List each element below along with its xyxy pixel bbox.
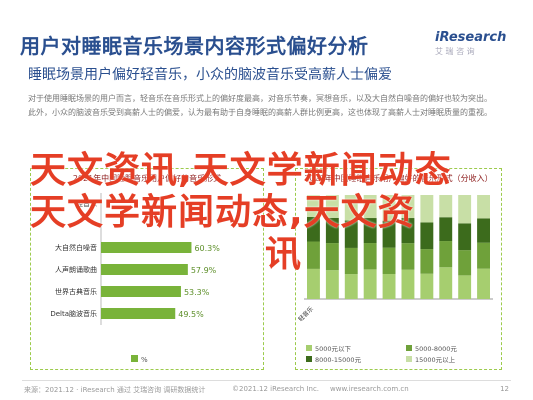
right-stack-segment (344, 274, 358, 299)
right-stack-segment (307, 241, 320, 269)
right-legend-label: 5000-8000元 (415, 345, 457, 353)
right-stack-segment (439, 195, 453, 218)
right-stack-segment (420, 249, 434, 274)
left-category-label: 人声朗诵歌曲 (55, 265, 97, 274)
right-stack-segment (363, 269, 377, 299)
right-chart-title: 2021年中国睡眠音乐用户偏好的音乐形式（分收入） (304, 174, 493, 183)
right-stack-segment (363, 195, 377, 219)
footer-divider (22, 380, 511, 381)
left-category-label: 大自然白噪音 (55, 243, 97, 252)
page-title: 用户对睡眠音乐场景内容形式偏好分析 (20, 34, 369, 58)
right-stack-segment (439, 267, 453, 299)
watermark-text: 天文资讯,天文学新闻动态 天文学新闻动态,天文资 讯 (30, 150, 510, 276)
right-stack-segment (344, 195, 358, 221)
right-stack-segment (477, 242, 490, 269)
left-bar-value: 60.3% (194, 244, 220, 253)
right-stack-segment (325, 217, 339, 244)
right-stack-segment (420, 195, 434, 223)
analysis-note: 对于使用睡眠场景的用户而言，轻音乐在音乐形式上的偏好度最高，对音乐节奏，冥想音乐… (28, 94, 492, 117)
right-legend-swatch (306, 356, 312, 362)
right-stack-segment (382, 220, 396, 248)
right-stack-segment (325, 243, 339, 271)
right-legend-swatch (406, 356, 412, 362)
right-stack-segment (401, 243, 415, 270)
right-legend-swatch (406, 345, 412, 351)
left-legend-label: % (141, 356, 148, 364)
right-stack-segment (382, 247, 396, 274)
right-legend-label: 5000元以下 (315, 345, 352, 353)
left-category-label: 世界古典音乐 (55, 287, 97, 296)
watermark-line-3: 讯 (265, 234, 303, 275)
right-stack-segment (344, 220, 358, 248)
left-legend-swatch (131, 355, 138, 362)
right-stack-segment (458, 250, 472, 276)
right-column-chart: 轻音乐 5000元以下 5000-8000元 8000-15000元 15000元以上 (296, 195, 493, 364)
right-chart-panel: 2021年中国睡眠音乐用户偏好的音乐形式（分收入） 轻音乐 5000元以下 5000… (295, 168, 502, 370)
left-bar-value: 57.9% (191, 266, 217, 275)
right-legend-label: 15000元以上 (415, 355, 456, 364)
left-bar-value: 49.5% (178, 310, 204, 319)
right-stack-segment (420, 273, 434, 299)
left-category-label: Delta脑波音乐 (50, 309, 97, 318)
right-stack-segment (477, 195, 490, 219)
logo-sub: 艾 瑞 咨 询 (435, 47, 475, 56)
right-stack-segment (382, 195, 396, 221)
left-bar (101, 264, 188, 275)
iresearch-logo: iResearch 艾 瑞 咨 询 (435, 30, 507, 58)
right-stack-segment (401, 218, 415, 244)
right-legend-label: 8000-15000元 (315, 356, 362, 364)
logo-brand: iResearch (435, 30, 507, 45)
right-stack-segment (477, 218, 490, 243)
left-bar (101, 242, 192, 253)
right-stack-segment (458, 275, 472, 299)
watermark-line-2: 天文学新闻动态,天文资 (30, 192, 415, 233)
right-stack-segment (401, 269, 415, 299)
right-stack-segment (458, 223, 472, 251)
right-stack-segment (420, 222, 434, 250)
right-stack-segment (325, 270, 339, 299)
right-category-label: 轻音乐 (296, 305, 314, 323)
right-stack-segment (307, 268, 320, 299)
right-stack-segment (401, 195, 415, 219)
right-stack-segment (439, 217, 453, 242)
left-chart-panel: 2021年中国睡眠音乐用户偏好的音乐形式 轻音乐大自然白噪音 60.3% 人声朗诵歌… (30, 168, 264, 370)
footer-url: www.iresearch.com.cn (330, 385, 409, 393)
footer-source: 来源：2021.12 · iResearch 通过 艾瑞咨询 调研数据统计 (24, 386, 206, 394)
left-category-label: 轻音乐 (76, 199, 97, 208)
right-stack-segment (307, 195, 320, 217)
right-stack-segment (363, 243, 377, 270)
right-stack-segment (307, 216, 320, 242)
right-stack-segment (477, 268, 490, 299)
footer-copyright: ©2021.12 iResearch Inc. (232, 385, 320, 393)
page-subtitle: 睡眠场景用户偏好轻音乐，小众的脑波音乐受高薪人士偏爱 (28, 67, 392, 83)
right-stack-segment (363, 218, 377, 244)
left-bar-value: 53.3% (184, 288, 210, 297)
right-stack-segment (439, 241, 453, 268)
left-chart-title: 2021年中国睡眠音乐用户偏好的音乐形式 (72, 174, 222, 183)
right-legend-swatch (306, 345, 312, 351)
left-bar (101, 308, 176, 319)
right-stack-segment (325, 195, 339, 218)
watermark-line-1: 天文资讯,天文学新闻动态 (30, 150, 452, 191)
right-stack-segment (382, 273, 396, 299)
right-stack-segment (458, 195, 472, 224)
left-bar (101, 286, 181, 297)
right-stack-segment (344, 247, 358, 275)
page-number: 12 (500, 385, 509, 393)
